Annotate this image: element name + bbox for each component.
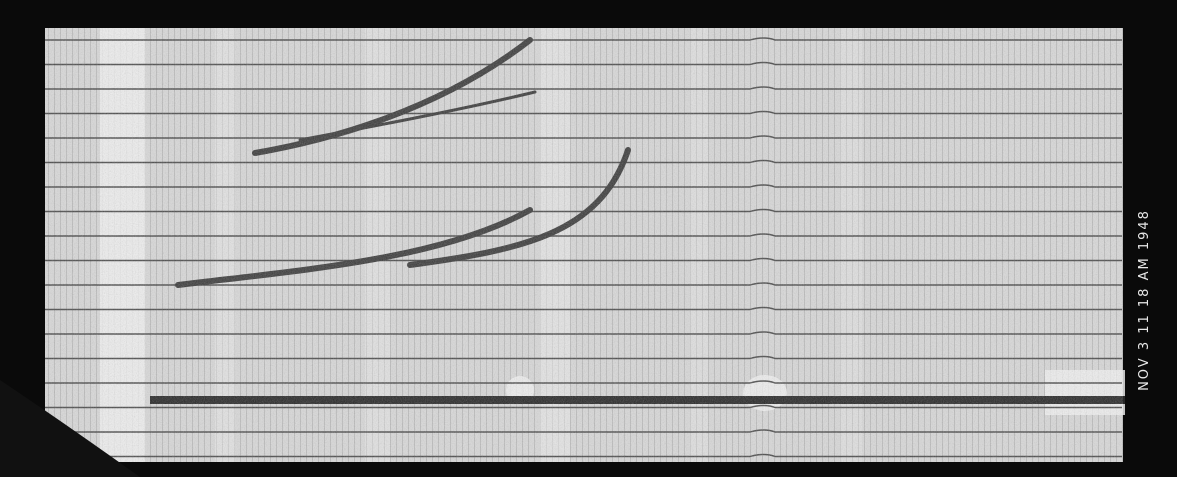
grain [45,28,1123,462]
page: NOV 3 11 18 AM 1948 (() => { const data … [0,0,1177,477]
film-record: NOV 3 11 18 AM 1948 [0,0,1177,477]
date-stamp: NOV 3 11 18 AM 1948 [1137,209,1152,391]
